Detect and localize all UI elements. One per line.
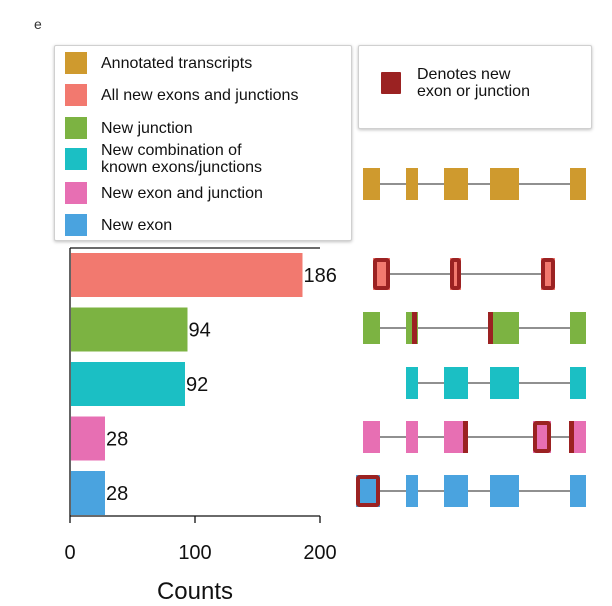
- new-exon-outline-row-2-1: [373, 258, 390, 290]
- bar-value-label-new-junction: 94: [189, 320, 211, 342]
- legend: Annotated transcripts All new exons and …: [54, 45, 352, 241]
- exon-row-6-3: [444, 475, 468, 507]
- x-tick-label-100: 100: [178, 542, 211, 564]
- bar-value-label-all-new: 186: [304, 265, 337, 287]
- legend-item-annotated: Annotated transcripts: [65, 52, 252, 74]
- new-junction-mark-row-3-1: [412, 312, 417, 344]
- legend-swatch-new-marker: [381, 72, 401, 94]
- legend-label-all-new: All new exons and junctions: [101, 86, 299, 104]
- bar-all-new: [71, 253, 303, 297]
- exon-row-1-2: [406, 168, 418, 200]
- exon-row-6-1: [356, 475, 380, 507]
- exon-row-4-2: [444, 367, 468, 399]
- x-axis-label: Counts: [157, 578, 233, 605]
- new-exon-outline-row-6-1: [356, 475, 380, 507]
- exon-row-4-4: [570, 367, 586, 399]
- exon-row-1-4: [490, 168, 519, 200]
- exon-row-1-3: [444, 168, 468, 200]
- exon-row-2-3: [541, 258, 555, 290]
- legend-swatch-new-exon: [65, 214, 87, 236]
- exon-row-2-2: [450, 258, 461, 290]
- exon-row-1-5: [570, 168, 586, 200]
- new-exon-outline-row-2-2: [450, 258, 461, 290]
- legend-label-annotated: Annotated transcripts: [101, 54, 253, 72]
- exon-row-4-3: [490, 367, 519, 399]
- new-exon-outline-row-2-3: [541, 258, 555, 290]
- bar-value-label-new-combination: 92: [186, 374, 208, 396]
- exon-row-5-4: [533, 421, 551, 453]
- bar-value-label-new-exon-junction: 28: [106, 429, 128, 451]
- exon-row-6-2: [406, 475, 418, 507]
- legend-item-new-combination: New combination of known exons/junctions: [65, 142, 262, 176]
- exon-row-6-4: [490, 475, 519, 507]
- exon-row-5-2: [406, 421, 418, 453]
- legend-label-new-combination: New combination of known exons/junctions: [101, 142, 262, 176]
- exon-row-1-1: [363, 168, 380, 200]
- bar-new-exon-junction: [71, 416, 105, 461]
- new-exon-outline-row-5-2: [533, 421, 551, 453]
- new-junction-mark-row-3-2: [488, 312, 493, 344]
- exon-row-5-3: [444, 421, 465, 453]
- legend-swatch-new-exon-junction: [65, 182, 87, 204]
- legend-item-new-marker: Denotes new exon or junction: [381, 66, 587, 100]
- exon-row-3-1: [363, 312, 380, 344]
- new-junction-mark-row-5-3: [569, 421, 574, 453]
- legend-swatch-new-junction: [65, 117, 87, 139]
- panel-letter: e: [34, 16, 42, 32]
- legend-item-all-new: All new exons and junctions: [65, 84, 298, 106]
- new-feature-legend: Denotes new exon or junction: [358, 45, 592, 129]
- exon-row-2-1: [373, 258, 390, 290]
- legend-item-new-junction: New junction: [65, 117, 193, 139]
- new-junction-mark-row-5-1: [463, 421, 468, 453]
- x-tick-label-0: 0: [64, 542, 75, 564]
- x-tick-label-200: 200: [303, 542, 336, 564]
- exon-row-5-5: [570, 421, 586, 453]
- legend-item-new-exon-junction: New exon and junction: [65, 182, 263, 204]
- legend-label-new-exon: New exon: [101, 216, 173, 234]
- bar-value-label-new-exon: 28: [106, 483, 128, 505]
- bar-new-combination: [71, 362, 185, 406]
- exon-row-6-5: [570, 475, 586, 507]
- legend-label-new-exon-junction: New exon and junction: [101, 184, 263, 202]
- legend-swatch-new-combination: [65, 148, 87, 170]
- exon-row-3-2: [406, 312, 418, 344]
- bar-new-junction: [71, 307, 188, 352]
- exon-row-4-1: [406, 367, 418, 399]
- legend-item-new-exon: New exon: [65, 214, 172, 236]
- legend-swatch-annotated: [65, 52, 87, 74]
- legend-swatch-all-new: [65, 84, 87, 106]
- legend-label-new-junction: New junction: [101, 119, 193, 137]
- legend-label-new-marker: Denotes new exon or junction: [417, 66, 530, 100]
- exon-row-3-4: [570, 312, 586, 344]
- exon-row-5-1: [363, 421, 380, 453]
- bar-new-exon: [71, 471, 105, 515]
- exon-row-3-3: [490, 312, 519, 344]
